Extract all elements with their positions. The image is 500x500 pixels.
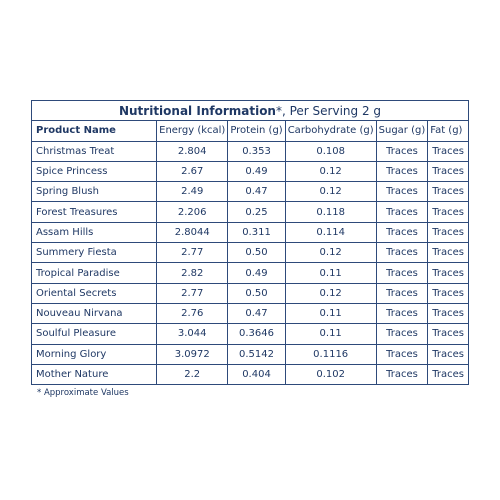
value-cell: 0.11 — [284, 302, 377, 325]
value-cell: 0.108 — [284, 140, 377, 162]
value-cell: 2.82 — [156, 262, 229, 284]
value-cell: Traces — [427, 242, 469, 264]
data-row: Assam Hills 2.8044 0.311 0.114 Traces Traces — [30, 221, 469, 244]
value-cell: Traces — [375, 323, 429, 345]
value-cell: 0.49 — [227, 262, 286, 284]
value-cell: 0.50 — [227, 282, 286, 304]
product-name: Oriental Secrets — [30, 282, 158, 304]
value-cell: 2.206 — [156, 201, 229, 223]
value-cell: 0.1116 — [284, 343, 377, 365]
data-row: Spice Princess 2.67 0.49 0.12 Traces Traces — [30, 160, 469, 183]
value-cell: Traces — [375, 343, 429, 365]
value-cell: 2.2 — [156, 363, 229, 386]
value-cell: 0.311 — [227, 221, 286, 244]
data-row: Oriental Secrets 2.77 0.50 0.12 Traces Traces — [30, 282, 469, 304]
value-cell: 2.8044 — [156, 221, 229, 244]
product-name: Spring Blush — [30, 181, 158, 203]
value-cell: 0.12 — [284, 242, 377, 264]
value-cell: Traces — [427, 262, 469, 284]
value-cell: Traces — [375, 363, 429, 386]
product-name: Morning Glory — [30, 343, 158, 365]
product-name: Nouveau Nirvana — [30, 302, 158, 325]
product-name: Forest Treasures — [30, 201, 158, 223]
value-cell: Traces — [375, 140, 429, 162]
product-name: Mother Nature — [30, 363, 158, 386]
title-row: Nutritional Information*, Per Serving 2 … — [31, 99, 469, 122]
value-cell: 0.404 — [227, 363, 286, 386]
data-row: Christmas Treat 2.804 0.353 0.108 Traces Trac… — [30, 140, 469, 162]
value-cell: Traces — [375, 282, 429, 304]
value-cell: 0.12 — [284, 282, 377, 304]
value-cell: Traces — [427, 363, 469, 386]
value-cell: Traces — [427, 140, 469, 162]
value-cell: 0.5142 — [227, 343, 286, 365]
value-cell: 0.11 — [284, 262, 377, 284]
header-cell: Sugar (g) — [375, 120, 429, 142]
table-title: Nutritional Information*, Per Serving 2 … — [31, 99, 469, 122]
value-cell: 0.114 — [284, 221, 377, 244]
table-body: Product Name Energy (kcal) Protein (g) Carb… — [30, 120, 469, 386]
product-name: Tropical Paradise — [30, 262, 158, 284]
product-name: Christmas Treat — [30, 140, 158, 162]
header-cell: Carbohydrate (g) — [284, 120, 377, 142]
value-cell: 0.47 — [227, 181, 286, 203]
value-cell: 0.49 — [227, 160, 286, 183]
value-cell: 2.77 — [156, 282, 229, 304]
value-cell: Traces — [375, 242, 429, 264]
value-cell: 2.76 — [156, 302, 229, 325]
value-cell: 2.67 — [156, 160, 229, 183]
value-cell: Traces — [427, 160, 469, 183]
value-cell: Traces — [427, 221, 469, 244]
value-cell: 0.118 — [284, 201, 377, 223]
value-cell: 0.12 — [284, 181, 377, 203]
product-name: Soulful Pleasure — [30, 323, 158, 345]
value-cell: 0.3646 — [227, 323, 286, 345]
value-cell: Traces — [375, 181, 429, 203]
value-cell: Traces — [427, 323, 469, 345]
header-row: Product Name Energy (kcal) Protein (g) Carb… — [30, 120, 469, 142]
data-row: Tropical Paradise 2.82 0.49 0.11 Traces Trace… — [30, 262, 469, 284]
product-name: Assam Hills — [30, 221, 158, 244]
value-cell: Traces — [375, 262, 429, 284]
value-cell: 3.0972 — [156, 343, 229, 365]
footnote: * Approximate Values — [37, 388, 129, 398]
value-cell: Traces — [427, 201, 469, 223]
data-row: Mother Nature 2.2 0.404 0.102 Traces Traces — [30, 363, 469, 386]
header-cell: Fat (g) — [427, 120, 469, 142]
data-row: Morning Glory 3.0972 0.5142 0.1116 Traces Tra… — [30, 343, 469, 365]
header-cell: Product Name — [30, 120, 158, 142]
data-row: Spring Blush 2.49 0.47 0.12 Traces Traces — [30, 181, 469, 203]
value-cell: Traces — [427, 181, 469, 203]
product-name: Summery Fiesta — [30, 242, 158, 264]
value-cell: 0.47 — [227, 302, 286, 325]
value-cell: 2.77 — [156, 242, 229, 264]
value-cell: 0.11 — [284, 323, 377, 345]
nutrition-table: Nutritional Information*, Per Serving 2 … — [30, 99, 469, 386]
value-cell: Traces — [375, 302, 429, 325]
title-main: Nutritional Information — [118, 103, 276, 118]
data-row: Nouveau Nirvana 2.76 0.47 0.11 Traces Traces — [30, 302, 469, 325]
value-cell: 2.804 — [156, 140, 229, 162]
value-cell: 0.25 — [227, 201, 286, 223]
data-row: Forest Treasures 2.206 0.25 0.118 Traces Trac… — [30, 201, 469, 223]
header-cell: Protein (g) — [227, 120, 286, 142]
header-cell: Energy (kcal) — [156, 120, 229, 142]
data-row: Summery Fiesta 2.77 0.50 0.12 Traces Traces — [30, 242, 469, 264]
data-row: Soulful Pleasure 3.044 0.3646 0.11 Traces Tra… — [30, 323, 469, 345]
value-cell: 3.044 — [156, 323, 229, 345]
value-cell: Traces — [427, 282, 469, 304]
value-cell: 0.12 — [284, 160, 377, 183]
value-cell: Traces — [375, 160, 429, 183]
value-cell: 0.50 — [227, 242, 286, 264]
value-cell: Traces — [427, 343, 469, 365]
value-cell: 0.102 — [284, 363, 377, 386]
value-cell: Traces — [375, 201, 429, 223]
product-name: Spice Princess — [30, 160, 158, 183]
value-cell: 2.49 — [156, 181, 229, 203]
value-cell: Traces — [427, 302, 469, 325]
value-cell: 0.353 — [227, 140, 286, 162]
value-cell: Traces — [375, 221, 429, 244]
title-suffix: *, Per Serving 2 g — [275, 103, 382, 118]
